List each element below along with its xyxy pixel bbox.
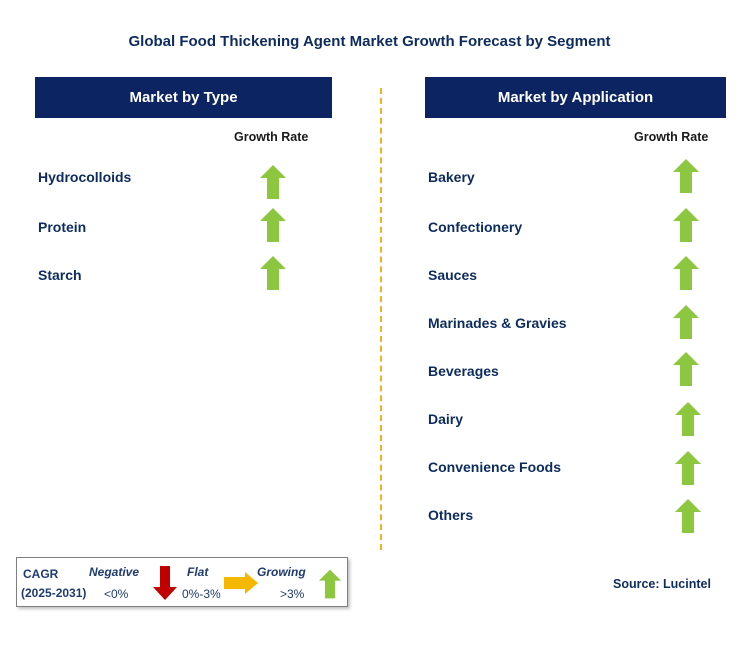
- application-row-label: Others: [428, 507, 474, 523]
- cagr-legend: CAGR (2025-2031) Negative <0% Flat 0%-3%…: [16, 557, 348, 607]
- type-growth-rate-label: Growth Rate: [234, 130, 309, 144]
- growing-arrow-icon: [319, 569, 341, 599]
- legend-negative-range: <0%: [104, 587, 129, 601]
- legend-growing-range: >3%: [280, 587, 305, 601]
- application-growth-rate-label: Growth Rate: [634, 130, 709, 144]
- legend-growing-label: Growing: [257, 565, 306, 579]
- type-panel-header: Market by Type: [35, 77, 332, 118]
- application-row-label: Marinades & Gravies: [428, 315, 567, 331]
- growing-arrow-icon: [673, 208, 699, 242]
- growing-arrow-icon: [260, 208, 286, 242]
- application-panel-header: Market by Application: [425, 77, 726, 118]
- application-row-label: Dairy: [428, 411, 464, 427]
- growing-arrow-icon: [675, 451, 701, 485]
- page-title: Global Food Thickening Agent Market Grow…: [128, 33, 611, 50]
- application-row-label: Sauces: [428, 267, 478, 283]
- application-row-label: Beverages: [428, 363, 499, 379]
- type-row-label: Protein: [38, 219, 87, 235]
- application-row-label: Convenience Foods: [428, 459, 562, 475]
- flat-arrow-icon: [224, 572, 258, 594]
- panel-divider: [380, 88, 382, 550]
- negative-arrow-icon: [153, 566, 177, 600]
- growing-arrow-icon: [260, 165, 286, 199]
- legend-flat-range: 0%-3%: [182, 587, 221, 601]
- growing-arrow-icon: [673, 159, 699, 193]
- growing-arrow-icon: [675, 402, 701, 436]
- type-row-label: Starch: [38, 267, 82, 283]
- legend-negative-label: Negative: [89, 565, 140, 579]
- source-label: Source: Lucintel: [613, 577, 711, 591]
- growing-arrow-icon: [673, 256, 699, 290]
- application-row-label: Bakery: [428, 169, 475, 185]
- type-row-label: Hydrocolloids: [38, 169, 132, 185]
- legend-period: (2025-2031): [21, 586, 87, 600]
- growing-arrow-icon: [675, 499, 701, 533]
- growing-arrow-icon: [673, 352, 699, 386]
- growing-arrow-icon: [673, 305, 699, 339]
- legend-cagr-label: CAGR: [23, 567, 59, 581]
- application-row-label: Confectionery: [428, 219, 523, 235]
- growing-arrow-icon: [260, 256, 286, 290]
- legend-flat-label: Flat: [187, 565, 209, 579]
